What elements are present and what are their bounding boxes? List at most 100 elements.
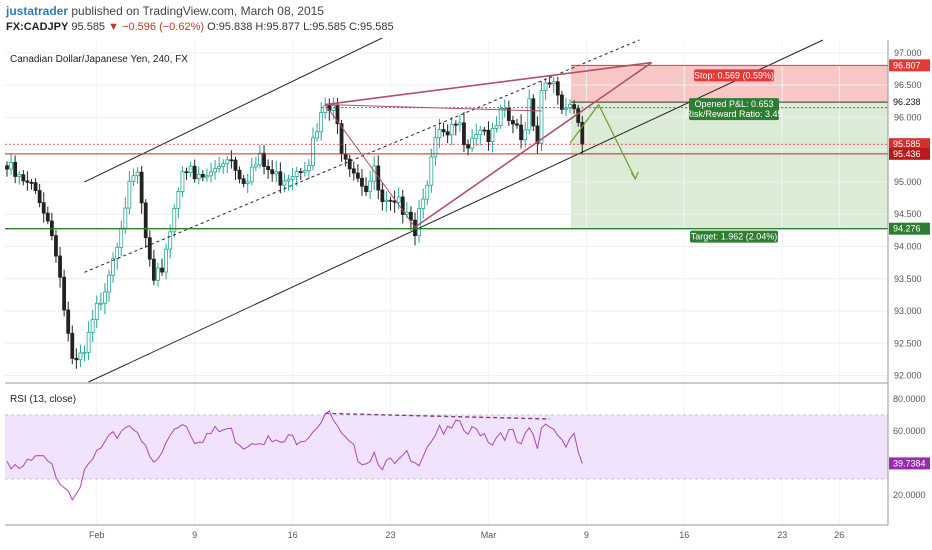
target-price-tag-bg (889, 222, 930, 235)
candle-body (474, 134, 479, 139)
chart-title: Canadian Dollar/Japanese Yen, 240, FX (10, 54, 188, 65)
rsi-tick-label: 60.0000 (893, 426, 926, 436)
candle-body (445, 131, 450, 136)
candle (213, 159, 217, 180)
channel-mid-line (84, 39, 640, 273)
candle (37, 183, 42, 208)
candle-body (21, 174, 26, 182)
candle-body (241, 178, 246, 184)
author-link[interactable]: justatrader (6, 4, 69, 18)
publish-line: justatrader published on TradingView.com… (6, 4, 324, 18)
rsi-line (6, 410, 583, 501)
candle (449, 116, 454, 146)
candle-body (323, 105, 328, 114)
projection-arrow (569, 103, 636, 180)
candle (441, 122, 446, 137)
candle-body (143, 202, 148, 239)
candle-body (188, 165, 193, 174)
candle (278, 162, 283, 194)
candle-body (168, 231, 173, 250)
candle-body (519, 124, 523, 141)
candle (347, 154, 352, 178)
candle-body (441, 129, 446, 133)
candle (74, 348, 79, 369)
pnl-label: Opened P&L: 0.653 (694, 99, 773, 109)
candle (282, 173, 287, 193)
candle-body (29, 181, 34, 184)
candle-body (123, 207, 128, 229)
candle-body (9, 161, 13, 170)
candle-body (555, 81, 560, 96)
price-chart[interactable]: 92.000 92.500 93.000 93.500 94.000 94.500 95.0… (0, 38, 932, 550)
candle (70, 325, 75, 365)
candle-body (37, 190, 42, 204)
last-price: 95.585 (71, 21, 106, 33)
candle (196, 166, 201, 185)
candle-body (209, 171, 213, 177)
open-value: O:95.838 (207, 21, 253, 33)
candle-body (41, 202, 46, 214)
stop-price-tag-bg (889, 59, 930, 72)
candle-body (66, 309, 71, 334)
candle-body (490, 128, 495, 142)
candle-body (278, 171, 283, 186)
resistance-price-tag-bg (889, 147, 930, 160)
candle-body (425, 184, 430, 200)
candle (555, 76, 560, 105)
candle (164, 243, 169, 280)
candle-body (221, 163, 226, 167)
time-tick-label: 9 (192, 530, 197, 540)
candle-body (258, 152, 262, 166)
candle (564, 97, 568, 116)
quote-line: FX:CADJPY 95.585 ▼ −0.596 (−0.62%) O:95.… (6, 21, 394, 33)
candle-body (119, 227, 124, 248)
candle-body (5, 165, 9, 170)
candle (425, 180, 430, 206)
candle (298, 167, 303, 181)
candle-body (482, 129, 487, 132)
candle (131, 168, 136, 187)
candle-body (343, 153, 348, 160)
pnl-label: Risk/Reward Ratio: 3.45 (685, 109, 782, 119)
price-tick-label: 94.500 (894, 209, 922, 219)
candle-body (417, 208, 421, 237)
candle-body (172, 208, 177, 233)
candle (351, 161, 356, 181)
candle (466, 139, 470, 156)
candle (559, 90, 564, 115)
candle (176, 187, 181, 218)
candle-body (384, 199, 389, 203)
candle-body (462, 122, 466, 146)
candle-body (396, 196, 401, 203)
candle (311, 127, 315, 171)
symbol-label[interactable]: FX:CADJPY (6, 21, 69, 33)
candle-body (388, 199, 393, 202)
candle (274, 161, 279, 183)
candle-body (176, 191, 181, 209)
rsi-value-tag: 39.7384 (893, 458, 926, 468)
candle-body (400, 196, 405, 215)
candle (506, 100, 511, 127)
candle (290, 167, 295, 191)
candle (168, 224, 173, 259)
candle (151, 249, 156, 286)
candle-body (282, 180, 287, 186)
candle-body (298, 171, 303, 173)
candle-body (135, 171, 140, 177)
candle-body (551, 81, 556, 85)
candle (147, 230, 152, 267)
candle (45, 206, 50, 225)
candle-body (62, 276, 67, 311)
candle-body (294, 171, 299, 177)
candle (127, 170, 132, 215)
time-tick-label: 16 (679, 530, 689, 540)
candle-body (98, 302, 103, 305)
price-change: ▼ −0.596 (−0.62%) (108, 21, 205, 33)
candle-body (478, 129, 483, 135)
channel-lower-line (88, 39, 824, 383)
candle (29, 179, 34, 190)
candle (17, 171, 22, 185)
close-value: C:95.585 (349, 21, 394, 33)
candle (417, 199, 421, 243)
candle-body (111, 258, 115, 276)
